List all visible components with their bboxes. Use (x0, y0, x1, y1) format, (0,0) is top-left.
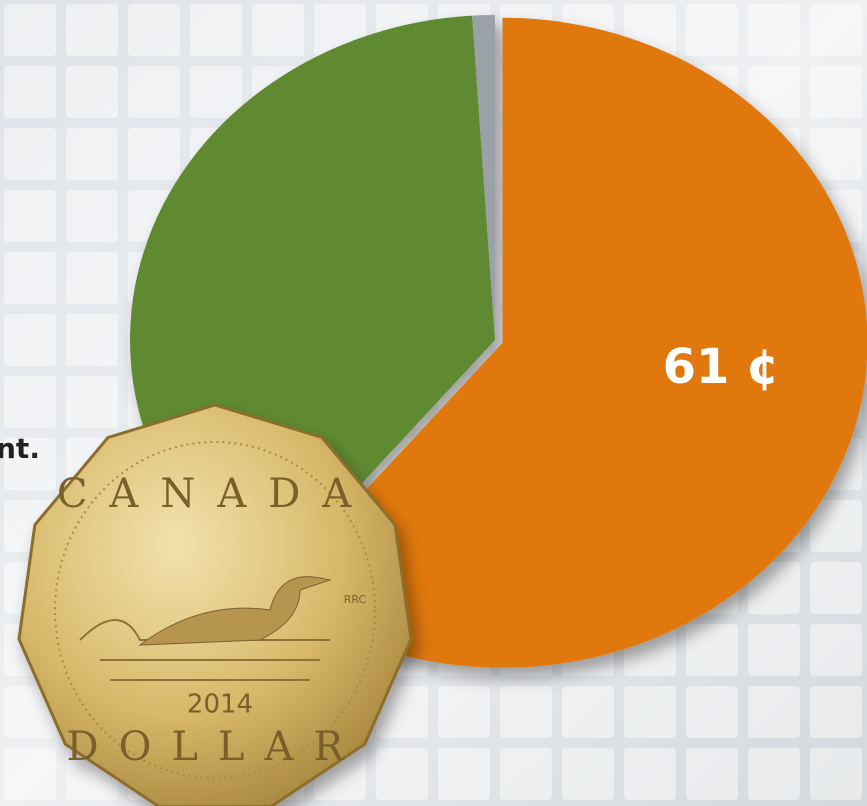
pie-slice (269, 17, 867, 668)
coin-bottom-text: DOLLAR (67, 724, 364, 770)
coin: CANADA RRC 2014 DOLLAR (17, 403, 413, 806)
coin-loon (138, 576, 332, 646)
coin-ring (54, 441, 376, 779)
coin-body (17, 403, 413, 806)
pie-slice (472, 15, 495, 340)
coin-year: 2014 (187, 690, 253, 720)
coin-top-text: CANADA (57, 471, 373, 517)
coin-mark: RRC (344, 593, 367, 606)
annotation: nt. (0, 432, 40, 465)
coin-water (79, 619, 330, 681)
data-label: 61 ¢ (663, 339, 780, 395)
